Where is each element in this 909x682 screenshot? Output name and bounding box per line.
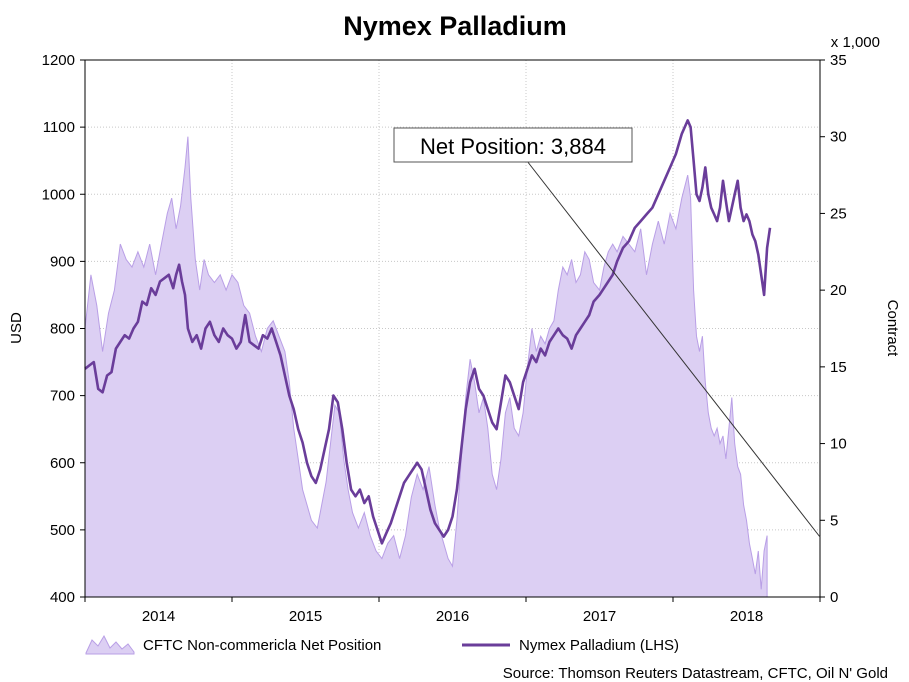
left-tick-label-1200: 1200 <box>42 52 75 69</box>
source-note: Source: Thomson Reuters Datastream, CFTC… <box>503 665 888 682</box>
left-tick-label-600: 600 <box>50 455 75 472</box>
net-position-callout: Net Position: 3,884 <box>393 127 821 538</box>
left-tick-label-1000: 1000 <box>42 186 75 203</box>
right-tick-label-15: 15 <box>830 359 847 376</box>
net-position-area-layer <box>84 136 768 598</box>
x-tick-label-2015: 2015 <box>289 608 322 625</box>
left-tick-label-1100: 1100 <box>43 119 75 136</box>
right-tick-label-25: 25 <box>830 205 847 222</box>
left-axis-label: USD <box>8 312 25 344</box>
right-tick-label-35: 35 <box>830 52 847 69</box>
legend-area-swatch <box>85 634 135 655</box>
palladium-price-line-layer <box>84 119 772 545</box>
right-tick-label-5: 5 <box>830 512 838 529</box>
legend: CFTC Non-commericla Net Position Nymex P… <box>85 634 679 655</box>
right-tick-label-30: 30 <box>830 129 847 146</box>
x-tick-label-2016: 2016 <box>436 608 469 625</box>
callout-text: Net Position: 3,884 <box>420 134 606 159</box>
left-tick-label-400: 400 <box>50 589 75 606</box>
x-tick-label-2017: 2017 <box>583 608 616 625</box>
right-axis-unit-note: x 1,000 <box>831 34 880 51</box>
right-axis-ticks: 0 5 10 15 20 25 30 35 <box>820 52 847 606</box>
x-tick-label-2018: 2018 <box>730 608 763 625</box>
left-tick-label-800: 800 <box>50 321 75 338</box>
callout-box <box>393 127 633 163</box>
left-axis-ticks: 400 500 600 700 800 900 1000 1100 1200 <box>42 52 85 606</box>
net-position-area <box>84 136 768 598</box>
palladium-price-line <box>84 119 772 545</box>
right-tick-label-10: 10 <box>830 436 847 453</box>
chart-title: Nymex Palladium <box>343 11 567 41</box>
legend-label-palladium: Nymex Palladium (LHS) <box>519 637 679 654</box>
right-axis-label: Contract <box>884 300 901 358</box>
x-tick-label-2014: 2014 <box>142 608 175 625</box>
right-tick-label-0: 0 <box>830 589 838 606</box>
left-tick-label-500: 500 <box>50 522 75 539</box>
left-tick-label-900: 900 <box>50 253 75 270</box>
left-tick-label-700: 700 <box>50 388 75 405</box>
right-tick-label-20: 20 <box>830 282 847 299</box>
callout-leader-line <box>526 160 821 538</box>
legend-label-net-position: CFTC Non-commericla Net Position <box>143 637 381 654</box>
x-axis-ticks: 2014 2015 2016 2017 2018 <box>84 597 821 625</box>
